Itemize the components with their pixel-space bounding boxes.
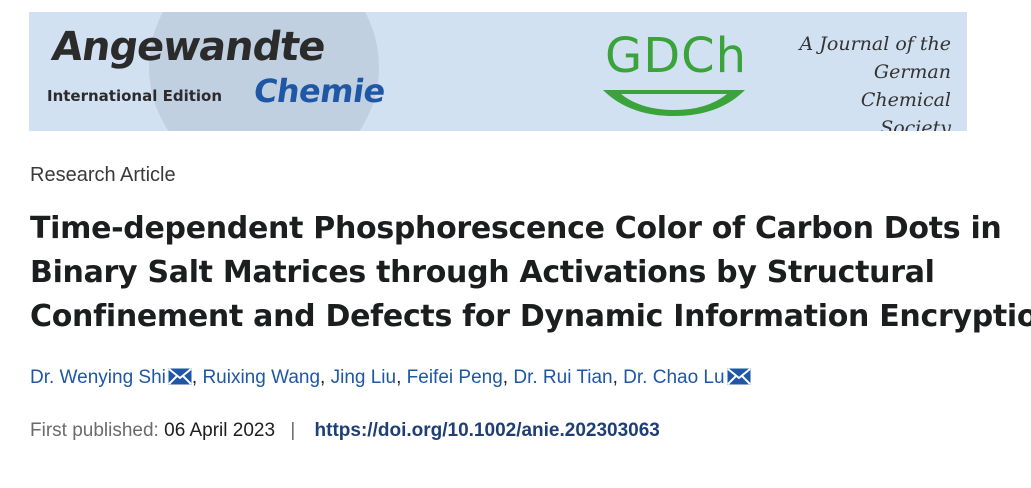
envelope-icon[interactable] [726,368,751,391]
author-list: Dr. Wenying Shi, Ruixing Wang, Jing Liu,… [30,367,751,391]
journal-brand: Angewandte [49,24,328,70]
society-line: A Journal of the [799,33,951,55]
journal-edition: International Edition [47,87,223,105]
article-title: Time-dependent Phosphorescence Color of … [30,207,1031,339]
title-line: Binary Salt Matrices through Activations… [30,255,935,290]
society-line: German [873,61,951,83]
gdch-logo-text: GDCh [605,28,748,84]
gdch-logo: GDCh [599,28,759,118]
banner-swoosh [149,12,379,131]
envelope-icon[interactable] [168,368,192,391]
first-published-date: 06 April 2023 [164,420,276,441]
author-link[interactable]: Dr. Wenying Shi [30,367,166,388]
first-published-label: First published: [30,420,159,441]
gdch-bowl-icon [603,90,745,116]
society-tagline: A Journal of the German Chemical Society [791,30,951,131]
title-line: Confinement and Defects for Dynamic Info… [30,299,1031,334]
author-link[interactable]: Jing Liu [330,367,397,388]
author-link[interactable]: Dr. Chao Lu [623,367,725,388]
title-line: Time-dependent Phosphorescence Color of … [30,211,1002,246]
doi-link[interactable]: https://doi.org/10.1002/anie.202303063 [314,420,660,441]
society-line: Chemical Society [860,89,951,131]
author-link[interactable]: Ruixing Wang [202,367,321,388]
author-link[interactable]: Dr. Rui Tian [513,367,613,388]
publication-info: First published: 06 April 2023 | https:/… [30,420,660,442]
journal-banner[interactable]: Angewandte International Edition Chemie … [29,12,967,131]
author-link[interactable]: Feifei Peng [406,367,503,388]
article-type: Research Article [30,164,176,186]
journal-brand-sub: Chemie [251,72,388,110]
separator: | [290,420,296,441]
